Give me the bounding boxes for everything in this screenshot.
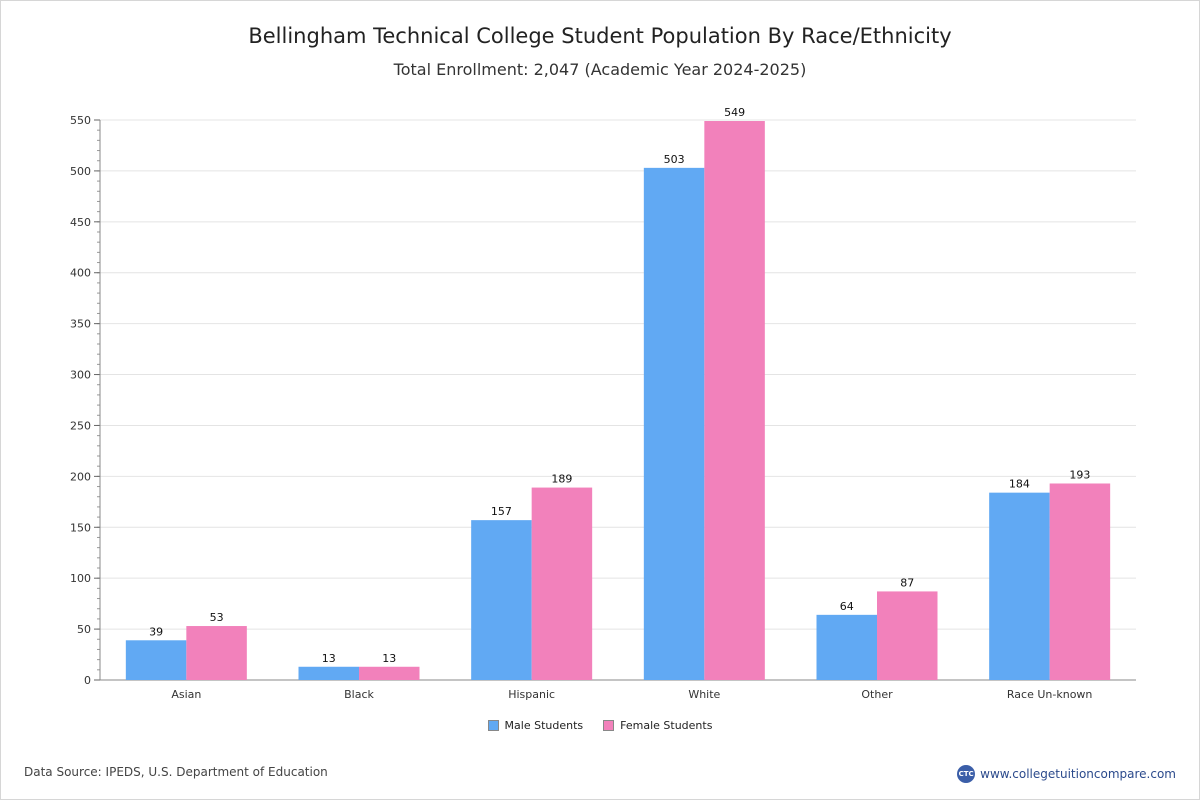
legend-label-female: Female Students — [620, 719, 713, 732]
bar — [816, 614, 877, 680]
x-tick-label: Asian — [171, 688, 201, 701]
y-tick-label: 150 — [70, 521, 91, 534]
bar — [643, 167, 705, 680]
labels: 39 53 13 13 157 189 503 549 64 87 184 193 — [149, 106, 1090, 665]
bar — [125, 640, 187, 680]
data-source: Data Source: IPEDS, U.S. Department of E… — [24, 765, 328, 779]
y-tick-label: 550 — [70, 114, 91, 127]
data-label: 503 — [664, 153, 685, 166]
y-tick-label: 450 — [70, 216, 91, 229]
y-tick-label: 100 — [70, 572, 91, 585]
ctc-logo-icon: CTC — [957, 765, 976, 783]
y-tick-label: 0 — [84, 674, 91, 687]
legend-item-female[interactable]: Female Students — [603, 719, 712, 732]
x-tick-label: Race Un-known — [1007, 688, 1093, 701]
data-label: 64 — [840, 600, 854, 613]
legend-label-male: Male Students — [504, 719, 584, 732]
plot-area — [100, 120, 1136, 680]
x-tick-label: Other — [861, 688, 893, 701]
bar — [989, 492, 1050, 680]
chart-subtitle: Total Enrollment: 2,047 (Academic Year 2… — [393, 60, 807, 79]
legend-swatch-male — [487, 720, 499, 731]
bar — [186, 626, 247, 680]
y-tick-label: 250 — [70, 419, 91, 432]
grid-lines — [100, 119, 1136, 681]
bar — [359, 666, 420, 680]
site-credit[interactable]: CTC www.collegetuitioncompare.com — [957, 765, 1176, 783]
data-label: 157 — [491, 505, 512, 518]
bar — [1049, 483, 1111, 680]
bar — [877, 591, 938, 680]
data-label: 39 — [149, 625, 163, 638]
data-label: 13 — [322, 652, 336, 665]
data-label: 53 — [210, 611, 224, 624]
y-tick-label: 50 — [77, 623, 91, 636]
legend-item-male[interactable]: Male Students — [487, 719, 584, 732]
data-label: 549 — [724, 106, 745, 119]
bar — [704, 121, 765, 680]
data-label: 13 — [382, 652, 396, 665]
bar — [471, 520, 532, 680]
y-tick-label: 500 — [70, 165, 91, 178]
x-tick-label: White — [688, 688, 720, 701]
chart-title: Bellingham Technical College Student Pop… — [248, 24, 952, 48]
axes: 0 50 100 150 200 250 300 350 400 450 500 550 Asian Bl… — [70, 114, 1136, 701]
legend: Male Students Female Students — [0, 719, 1200, 732]
x-tick-label: Black — [344, 688, 374, 701]
bar — [531, 487, 593, 680]
y-tick-label: 200 — [70, 470, 91, 483]
site-url[interactable]: www.collegetuitioncompare.com — [980, 767, 1176, 781]
data-label: 87 — [900, 576, 914, 589]
data-label: 193 — [1069, 468, 1090, 481]
y-tick-label: 300 — [70, 369, 91, 382]
data-label: 184 — [1009, 478, 1030, 491]
x-tick-label: Hispanic — [508, 688, 555, 701]
y-tick-label: 350 — [70, 318, 91, 331]
bar — [298, 666, 359, 680]
data-label: 189 — [551, 473, 572, 486]
bars — [125, 121, 1111, 680]
legend-swatch-female — [603, 720, 615, 731]
y-tick-label: 400 — [70, 267, 91, 280]
